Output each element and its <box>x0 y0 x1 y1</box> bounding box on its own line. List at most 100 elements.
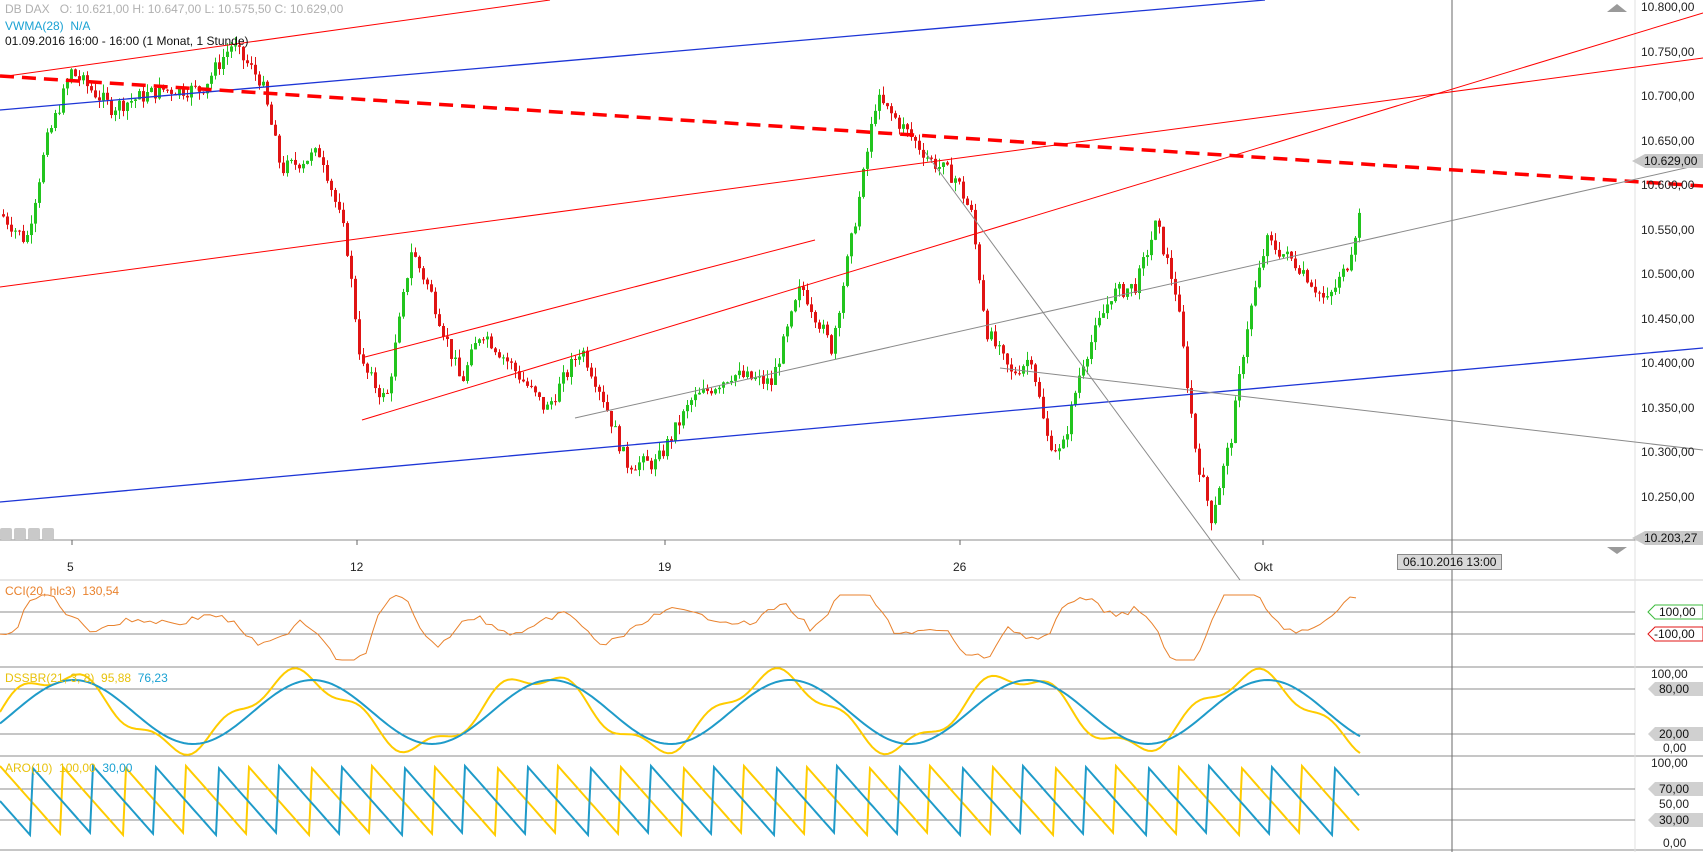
candle-body <box>1326 296 1329 298</box>
current-price-label: 10.629,00 <box>1644 154 1698 168</box>
dss-axis-100: 100,00 <box>1651 667 1688 681</box>
candle-body <box>342 209 345 224</box>
candle-body <box>1170 257 1173 279</box>
trendline-red-channel-lower <box>361 12 1703 421</box>
candle-body <box>586 350 589 368</box>
candle-body <box>94 90 97 98</box>
candle-body <box>158 85 161 99</box>
scroll-up-icon[interactable] <box>1607 4 1627 12</box>
candle-body <box>454 357 457 359</box>
candle-body <box>1166 254 1169 258</box>
vwma-legend[interactable]: VWMA(28) N/A <box>5 19 90 33</box>
tool-button-2[interactable] <box>14 528 26 540</box>
current-price-marker <box>1632 154 1703 168</box>
candle-body <box>618 426 621 452</box>
candle-body <box>54 112 57 129</box>
candle-body <box>1162 226 1165 255</box>
candle-body <box>718 387 721 390</box>
aro-legend[interactable]: ARO(10) 100,00 30,00 <box>5 761 132 775</box>
trendline-red-top <box>0 0 551 78</box>
candle-body <box>822 324 825 329</box>
candle-body <box>218 62 221 69</box>
candle-body <box>402 291 405 317</box>
candle-body <box>870 123 873 152</box>
candle-body <box>314 148 317 153</box>
cci-line <box>0 594 1357 661</box>
candle-body <box>1006 353 1009 365</box>
price-label-10300: 10.300,00 <box>1641 445 1695 459</box>
candle-body <box>270 104 273 125</box>
candle-body <box>378 388 381 398</box>
candle-body <box>1134 284 1137 294</box>
candle-body <box>326 164 329 181</box>
candle-body <box>1230 443 1233 448</box>
candle-body <box>1094 325 1097 343</box>
candle-body <box>1102 313 1105 318</box>
tool-button-3[interactable] <box>28 528 40 540</box>
candle-body <box>658 450 661 460</box>
candle-body <box>1158 220 1161 227</box>
candle-body <box>470 349 473 366</box>
candle-body <box>1298 268 1301 274</box>
candle-body <box>906 124 909 130</box>
candle-body <box>862 168 865 197</box>
candle-body <box>458 357 461 377</box>
aro-series <box>0 763 1360 838</box>
candle-body <box>238 45 241 47</box>
cci-legend[interactable]: CCI(20, hlc3) 130,54 <box>5 584 119 598</box>
aro-value-2: 30,00 <box>102 761 133 775</box>
candle-body <box>138 91 141 100</box>
candle-body <box>1206 477 1209 501</box>
trendline-blue-bottom <box>0 347 1703 503</box>
candle-body <box>606 402 609 411</box>
candle-body <box>330 180 333 190</box>
candle-body <box>410 252 413 279</box>
candle-body <box>1274 240 1277 250</box>
candle-body <box>934 158 937 169</box>
trendline-grey-rising <box>574 163 1703 419</box>
price-label-10650: 10.650,00 <box>1641 134 1695 148</box>
candle-body <box>1222 465 1225 489</box>
candle-body <box>830 335 833 354</box>
candle-body <box>354 278 357 320</box>
candle-body <box>670 439 673 441</box>
candle-body <box>1186 346 1189 389</box>
candle-body <box>850 233 853 257</box>
candle-body <box>1026 359 1029 367</box>
trendline-blue-top <box>0 0 1266 111</box>
candle-body <box>226 51 229 57</box>
candle-body <box>754 377 757 380</box>
date-label-5: 5 <box>67 560 74 574</box>
candle-body <box>506 357 509 362</box>
vwma-value: N/A <box>70 19 91 33</box>
tool-button-4[interactable] <box>42 528 54 540</box>
candle-body <box>682 411 685 426</box>
trendlines <box>0 0 1703 581</box>
price-label-10250: 10.250,00 <box>1641 490 1695 504</box>
candle-body <box>954 178 957 183</box>
dss-80-marker <box>1648 682 1703 696</box>
candle-body <box>1190 388 1193 414</box>
dssbr-legend[interactable]: DSSBR(21, 3, 8) 95,88 76,23 <box>5 671 168 685</box>
candle-body <box>782 336 785 364</box>
candle-body <box>1054 450 1057 452</box>
dss-fast-line <box>0 667 1361 756</box>
candle-body <box>1278 249 1281 257</box>
candle-body <box>1146 255 1149 258</box>
candle-body <box>90 86 93 91</box>
candle-body <box>950 164 953 183</box>
candle-body <box>562 372 565 384</box>
candle-body <box>1106 304 1109 314</box>
candle-body <box>566 372 569 377</box>
candle-body <box>726 382 729 384</box>
trendline-red-short <box>364 239 816 358</box>
tool-button-1[interactable] <box>0 528 12 540</box>
candle-body <box>1150 239 1153 256</box>
scroll-down-icon[interactable] <box>1607 547 1627 554</box>
candle-body <box>310 152 313 161</box>
candle-body <box>1306 270 1309 283</box>
ohlc-header: DB DAX O: 10.621,00 H: 10.647,00 L: 10.5… <box>5 2 343 16</box>
candle-body <box>554 401 557 403</box>
price-label-10750: 10.750,00 <box>1641 45 1695 59</box>
